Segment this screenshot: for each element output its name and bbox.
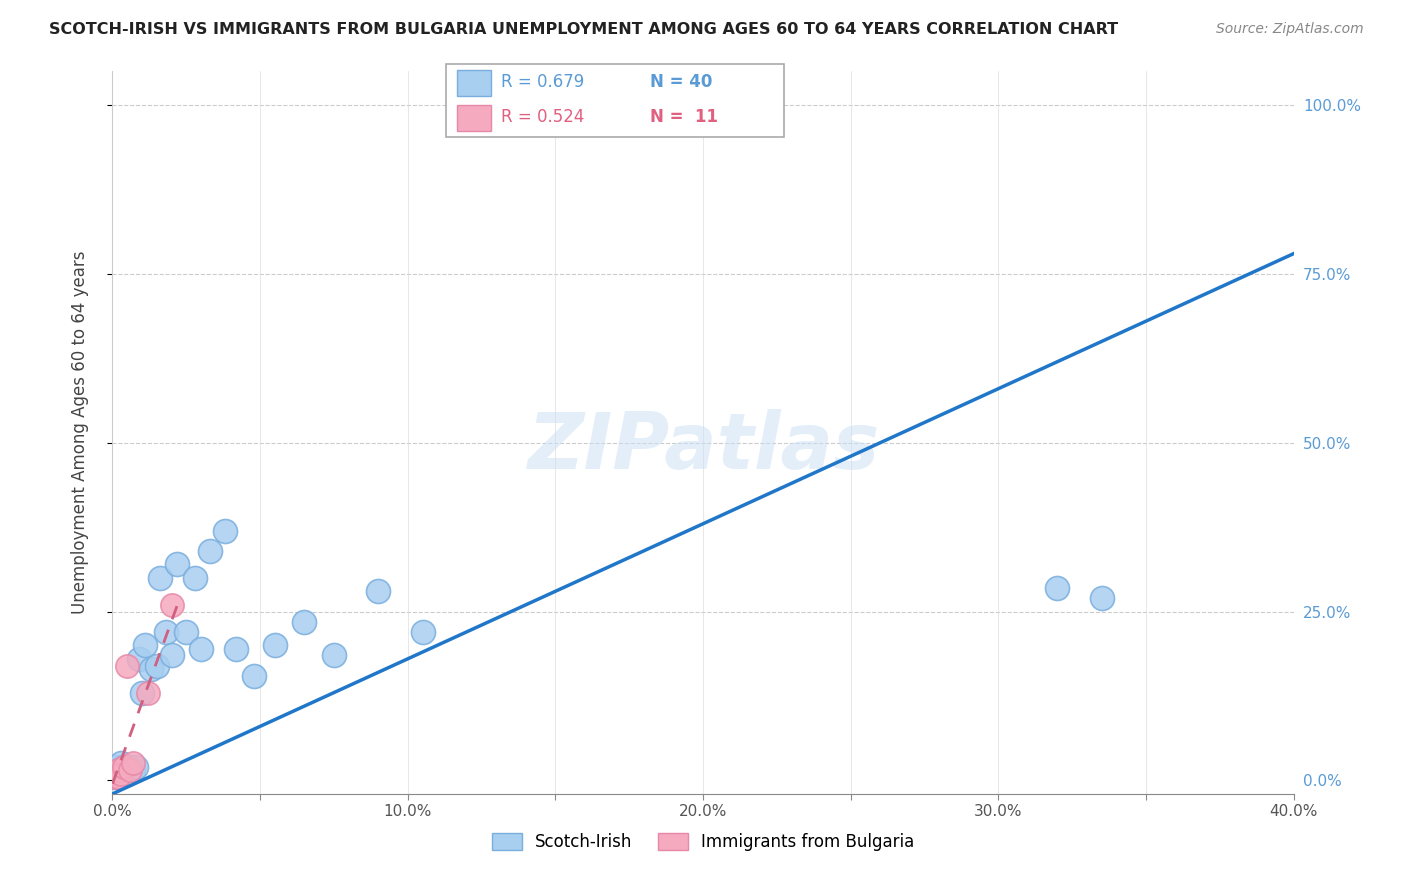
Point — [122, 756, 145, 771]
Text: N = 40: N = 40 — [650, 73, 711, 91]
Point — [166, 558, 188, 572]
Point — [107, 766, 129, 780]
Point — [112, 766, 135, 780]
Point — [107, 770, 129, 784]
Point — [160, 648, 183, 663]
Point — [544, 98, 567, 112]
Point — [104, 766, 127, 780]
Point — [1046, 581, 1069, 595]
Point — [117, 658, 138, 673]
Point — [104, 770, 127, 784]
Point — [134, 638, 156, 652]
FancyBboxPatch shape — [457, 70, 491, 95]
Point — [107, 764, 129, 778]
Point — [558, 98, 582, 112]
Point — [110, 766, 132, 780]
Point — [149, 571, 172, 585]
Y-axis label: Unemployment Among Ages 60 to 64 years: Unemployment Among Ages 60 to 64 years — [70, 251, 89, 615]
Point — [104, 766, 127, 780]
Text: N =  11: N = 11 — [650, 108, 717, 126]
Point — [190, 641, 212, 656]
Point — [146, 658, 169, 673]
Legend: Scotch-Irish, Immigrants from Bulgaria: Scotch-Irish, Immigrants from Bulgaria — [485, 826, 921, 858]
Point — [117, 764, 138, 778]
FancyBboxPatch shape — [457, 105, 491, 130]
Point — [225, 641, 247, 656]
Point — [117, 766, 138, 780]
Point — [131, 685, 153, 699]
Point — [120, 764, 142, 778]
Point — [292, 615, 315, 629]
Point — [120, 760, 142, 774]
Point — [198, 543, 221, 558]
Point — [107, 770, 129, 784]
Point — [155, 624, 177, 639]
Point — [174, 624, 197, 639]
Text: Source: ZipAtlas.com: Source: ZipAtlas.com — [1216, 22, 1364, 37]
Point — [214, 524, 236, 538]
Point — [411, 624, 433, 639]
Text: R = 0.524: R = 0.524 — [502, 108, 585, 126]
Point — [264, 638, 287, 652]
Point — [160, 598, 183, 612]
Point — [184, 571, 207, 585]
FancyBboxPatch shape — [446, 64, 785, 136]
Point — [243, 669, 266, 683]
Point — [323, 648, 346, 663]
Point — [104, 760, 127, 774]
Point — [107, 764, 129, 778]
Point — [112, 760, 135, 774]
Point — [128, 652, 150, 666]
Point — [367, 584, 389, 599]
Point — [110, 766, 132, 780]
Point — [139, 662, 162, 676]
Point — [1091, 591, 1114, 605]
Point — [136, 685, 159, 699]
Point — [110, 756, 132, 771]
Text: ZIPatlas: ZIPatlas — [527, 409, 879, 485]
Text: SCOTCH-IRISH VS IMMIGRANTS FROM BULGARIA UNEMPLOYMENT AMONG AGES 60 TO 64 YEARS : SCOTCH-IRISH VS IMMIGRANTS FROM BULGARIA… — [49, 22, 1118, 37]
Point — [112, 760, 135, 774]
Point — [122, 764, 145, 778]
Point — [125, 760, 148, 774]
Point — [104, 770, 127, 784]
Text: R = 0.679: R = 0.679 — [502, 73, 585, 91]
